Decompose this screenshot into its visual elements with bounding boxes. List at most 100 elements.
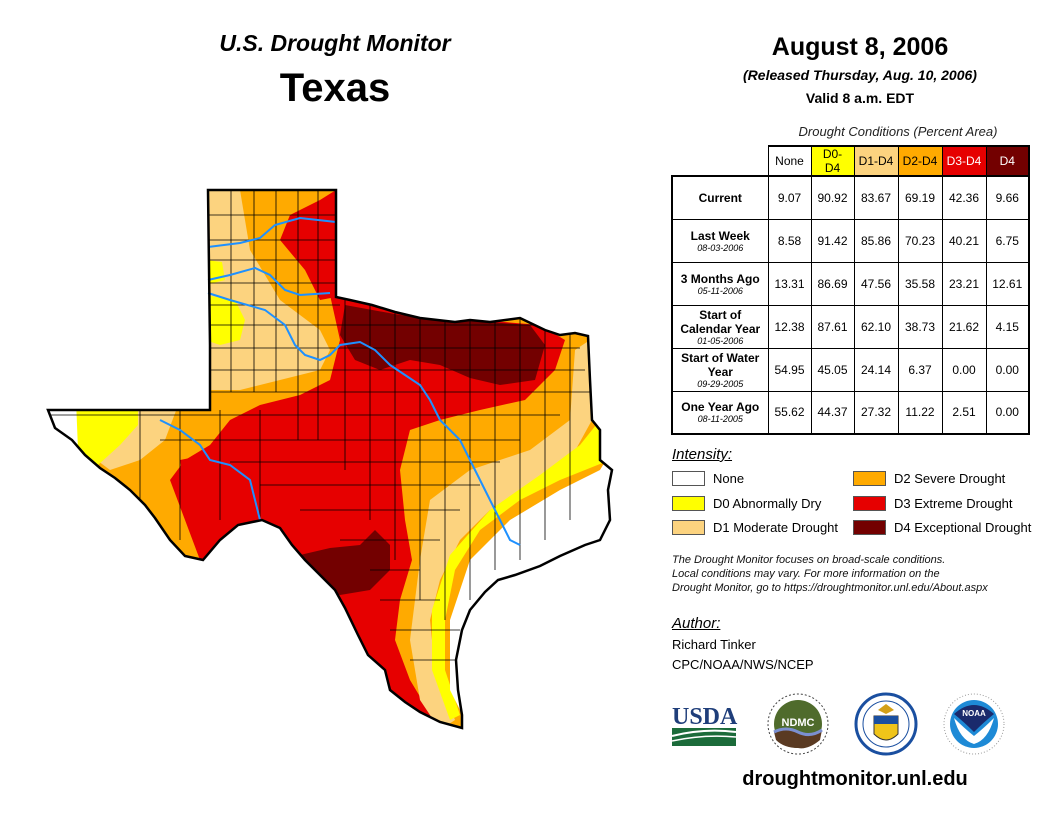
legend-label: D0 Abnormally Dry xyxy=(713,496,822,511)
noaa-logo: NOAA xyxy=(943,693,1005,755)
note-line: The Drought Monitor focuses on broad-sca… xyxy=(672,554,946,566)
disclaimer-note: The Drought Monitor focuses on broad-sca… xyxy=(672,553,1042,595)
legend-item-d2: D2 Severe Drought xyxy=(853,471,1005,486)
legend-swatch xyxy=(672,471,705,486)
region-d3-panhandle-east xyxy=(280,190,336,300)
ndmc-logo: NDMC xyxy=(767,693,829,755)
table-cell: 62.10 xyxy=(853,304,899,349)
region-d1-east xyxy=(410,340,592,728)
legend-label: D2 Severe Drought xyxy=(894,471,1006,486)
row-date: 01-05-2006 xyxy=(697,335,744,346)
row-date: 08-11-2005 xyxy=(697,414,743,425)
region-d0-far-west xyxy=(75,410,138,465)
table-cell: 12.38 xyxy=(767,304,812,349)
table-cell: 45.05 xyxy=(810,347,855,392)
legend-label: D4 Exceptional Drought xyxy=(894,520,1032,535)
row-date: 09-29-2005 xyxy=(697,378,744,389)
table-cell: 6.37 xyxy=(897,347,943,392)
row-label-text: Start of Water Year xyxy=(681,350,760,379)
table-cell: 55.62 xyxy=(767,390,812,435)
region-none-southeast xyxy=(450,450,612,710)
table-cell: 13.31 xyxy=(767,261,812,306)
table-cell: 12.61 xyxy=(985,261,1030,306)
row-label-text: 3 Months Ago xyxy=(680,271,760,286)
partner-logos: USDA NDMC NOAA xyxy=(671,692,1005,756)
usda-logo-text: USDA xyxy=(672,704,738,730)
red-river-prairie-dog-fork xyxy=(207,266,331,297)
table-cell: 23.21 xyxy=(941,261,987,306)
row-label: Start of Calendar Year 01-05-2006 xyxy=(671,304,769,349)
legend-item-d3: D3 Extreme Drought xyxy=(853,496,1013,511)
legend-item-d1: D1 Moderate Drought xyxy=(672,520,838,535)
table-cell: 54.95 xyxy=(767,347,812,392)
author-heading: Author: xyxy=(672,615,721,632)
website-link[interactable]: droughtmonitor.unl.edu xyxy=(742,768,968,790)
table-cell: 91.42 xyxy=(810,218,855,263)
row-date: 08-03-2006 xyxy=(697,242,744,253)
table-cell: 40.21 xyxy=(941,218,987,263)
column-header-d1-d4: D1-D4 xyxy=(853,145,899,177)
table-row: Start of Calendar Year 01-05-2006 12.38 8… xyxy=(671,304,1030,349)
table-cell: 27.32 xyxy=(853,390,899,435)
table-cell: 85.86 xyxy=(853,218,899,263)
region-none-el-paso xyxy=(48,400,78,450)
table-cell: 70.23 xyxy=(897,218,943,263)
table-cell: 44.37 xyxy=(810,390,855,435)
texas-outline xyxy=(46,188,614,730)
table-cell: 90.92 xyxy=(810,175,855,220)
canadian-river xyxy=(207,216,337,248)
table-row: Current 9.07 90.92 83.67 69.19 42.36 9.6… xyxy=(671,175,1030,220)
legend-item-d0: D0 Abnormally Dry xyxy=(672,496,821,511)
row-label-text: One Year Ago xyxy=(681,400,760,415)
note-line: Local conditions may vary. For more info… xyxy=(672,568,940,580)
column-header-none: None xyxy=(767,145,812,177)
table-cell: 6.75 xyxy=(985,218,1030,263)
brazos-river xyxy=(207,292,521,546)
table-cell: 38.73 xyxy=(897,304,943,349)
column-header-d0-d4: D0-D4 xyxy=(810,145,855,177)
table-row: One Year Ago 08-11-2005 55.62 44.37 27.32… xyxy=(671,390,1030,435)
table-cell: 42.36 xyxy=(941,175,987,220)
row-label: Current xyxy=(671,175,769,220)
ndmc-logo-text: NDMC xyxy=(782,717,815,729)
noaa-logo-text: NOAA xyxy=(962,709,986,718)
table-cell: 0.00 xyxy=(941,347,987,392)
column-header-d4: D4 xyxy=(985,145,1030,177)
table-row: Start of Water Year 09-29-2005 54.95 45.0… xyxy=(671,347,1030,392)
release-date: (Released Thursday, Aug. 10, 2006) xyxy=(743,67,977,83)
row-label: Last Week 08-03-2006 xyxy=(671,218,769,263)
row-label-text: Last Week xyxy=(690,228,750,243)
map-title: Texas xyxy=(279,66,391,110)
author-organization: CPC/NOAA/NWS/NCEP xyxy=(672,657,814,672)
row-label: 3 Months Ago 05-11-2006 xyxy=(671,261,769,306)
legend-item-d4: D4 Exceptional Drought xyxy=(853,520,1031,535)
table-cell: 69.19 xyxy=(897,175,943,220)
author-name: Richard Tinker xyxy=(672,637,756,652)
legend-swatch xyxy=(853,496,886,511)
legend-swatch xyxy=(672,520,705,535)
legend-label: D1 Moderate Drought xyxy=(713,520,839,535)
legend-swatch xyxy=(853,471,886,486)
drought-conditions-table: None D0-D4 D1-D4 D2-D4 D3-D4 D4 Current … xyxy=(671,145,1030,435)
region-d0-east xyxy=(432,420,610,720)
valid-time: Valid 8 a.m. EDT xyxy=(805,90,915,106)
note-line: Drought Monitor, go to https://droughtmo… xyxy=(672,582,988,594)
table-cell: 4.15 xyxy=(985,304,1030,349)
pecos-river xyxy=(159,419,261,521)
legend-label: None xyxy=(713,471,745,486)
column-header-d2-d4: D2-D4 xyxy=(897,145,943,177)
row-label: Start of Water Year 09-29-2005 xyxy=(671,347,769,392)
region-d3-west xyxy=(180,455,245,545)
rivers xyxy=(159,216,521,546)
table-cell: 87.61 xyxy=(810,304,855,349)
column-header-d3-d4: D3-D4 xyxy=(941,145,987,177)
usda-logo: USDA xyxy=(671,704,738,746)
legend-title: Intensity: xyxy=(672,446,733,463)
table-caption: Drought Conditions (Percent Area) xyxy=(798,124,998,139)
table-cell: 9.07 xyxy=(767,175,812,220)
table-cell: 86.69 xyxy=(810,261,855,306)
table-cell: 21.62 xyxy=(941,304,987,349)
texas-drought-map xyxy=(46,188,614,730)
table-cell: 47.56 xyxy=(853,261,899,306)
table-cell: 8.58 xyxy=(767,218,812,263)
